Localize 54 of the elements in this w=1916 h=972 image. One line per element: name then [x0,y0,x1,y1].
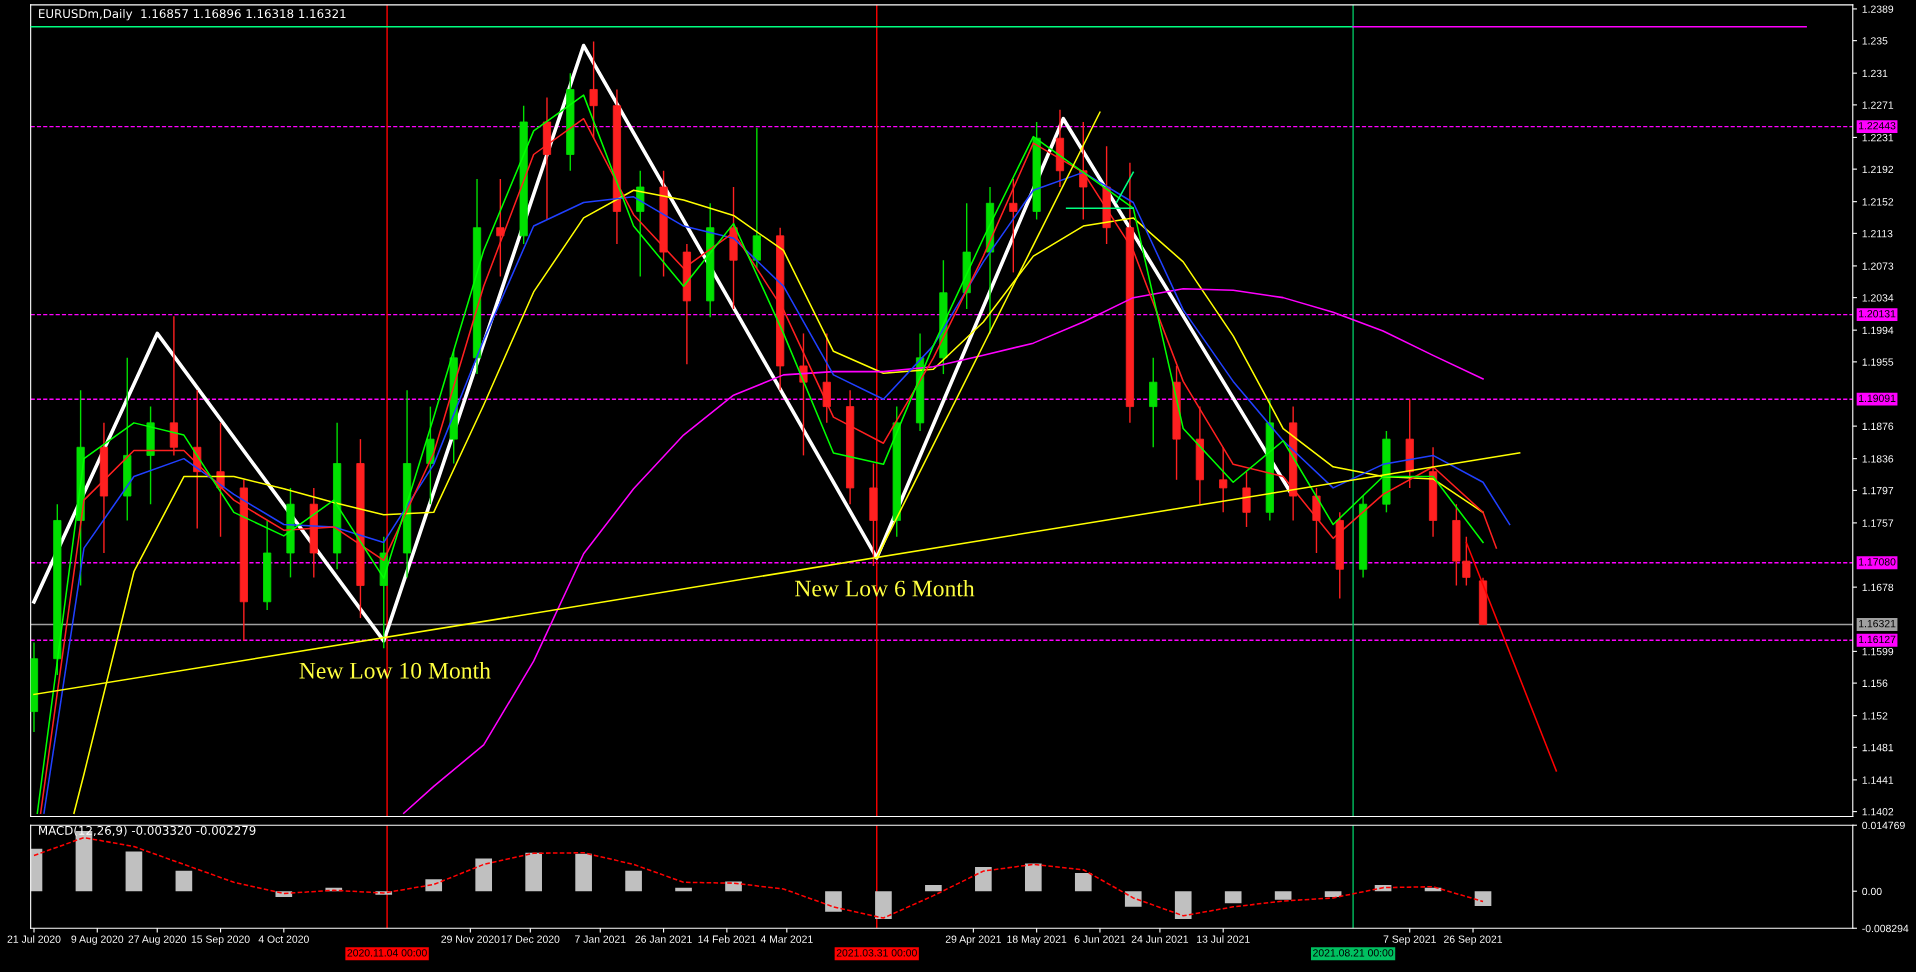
chart-title: EURUSDm,Daily 1.16857 1.16896 1.16318 1.16321 [39,8,346,21]
ref-line-label: 2021.03.31 00:00 [836,949,917,957]
y-tick-label: 1.2034 [1862,294,1894,302]
x-tick-label: 26 Sep 2021 [1444,935,1503,945]
y-tick-label: 1.156 [1862,679,1888,687]
ref-line-label: 1.20131 [1859,310,1896,318]
y-tick-label: 1.152 [1862,712,1888,720]
x-tick-label: 24 Jun 2021 [1131,935,1189,943]
y-tick-label: 1.2073 [1862,262,1894,270]
y-tick-label: 0.00 [1862,887,1882,896]
y-tick-label: 1.1481 [1862,743,1894,752]
y-tick-label: 1.1876 [1862,422,1894,430]
y-tick-label: 1.1994 [1862,326,1894,335]
y-tick-label: 1.1441 [1862,776,1894,784]
ref-line-label: 1.17080 [1859,558,1896,566]
ref-line-label: 2020.11.04 00:00 [347,949,427,957]
x-tick-label: 7 Sep 2021 [1383,935,1436,945]
x-tick-label: 29 Nov 2020 [441,935,500,943]
x-tick-label: 9 Aug 2020 [71,935,124,945]
y-tick-label: 1.1757 [1862,519,1894,527]
ref-line-label: 1.16127 [1859,635,1896,644]
x-tick-label: 13 Jul 2021 [1197,935,1250,943]
ref-line-label: 1.22443 [1859,122,1896,130]
y-tick-label: 1.2271 [1862,101,1894,109]
y-tick-label: 1.235 [1862,37,1888,45]
x-tick-label: 21 Jul 2020 [7,935,61,943]
x-tick-label: 15 Sep 2020 [191,935,250,945]
x-tick-label: 6 Jun 2021 [1074,935,1126,943]
ref-line-label: 2021.08.21 00:00 [1313,949,1394,957]
x-tick-label: 27 Aug 2020 [128,935,187,945]
y-tick-label: 1.1797 [1862,486,1894,495]
y-tick-label: 1.2231 [1862,133,1894,142]
x-tick-label: 4 Oct 2020 [258,935,309,943]
y-tick-label: 1.2192 [1862,165,1894,174]
ref-line-label: 1.19091 [1859,394,1896,402]
y-tick-label: 1.2113 [1862,229,1893,238]
ref-line-label: 1.16321 [1859,619,1896,628]
x-tick-label: 29 Apr 2021 [945,935,1001,945]
y-tick-label: 1.1955 [1862,358,1894,366]
x-tick-label: 18 May 2021 [1007,935,1067,945]
y-tick-label: 1.2152 [1862,198,1894,206]
y-tick-label: 1.231 [1862,69,1888,78]
y-tick-label: 1.1678 [1862,583,1894,592]
x-tick-label: 4 Mar 2021 [760,935,813,943]
y-tick-label: 1.1836 [1862,455,1894,463]
x-tick-label: 26 Jan 2021 [635,935,692,943]
x-tick-label: 14 Feb 2021 [698,935,756,943]
y-tick-label: 1.2389 [1862,5,1894,13]
y-tick-label: -0.008294 [1862,924,1909,933]
y-tick-label: 0.014769 [1862,821,1905,830]
x-tick-label: 17 Dec 2020 [501,935,560,943]
y-tick-label: 1.1402 [1862,808,1894,816]
y-tick-label: 1.1599 [1862,647,1894,656]
x-tick-label: 7 Jan 2021 [575,935,626,943]
